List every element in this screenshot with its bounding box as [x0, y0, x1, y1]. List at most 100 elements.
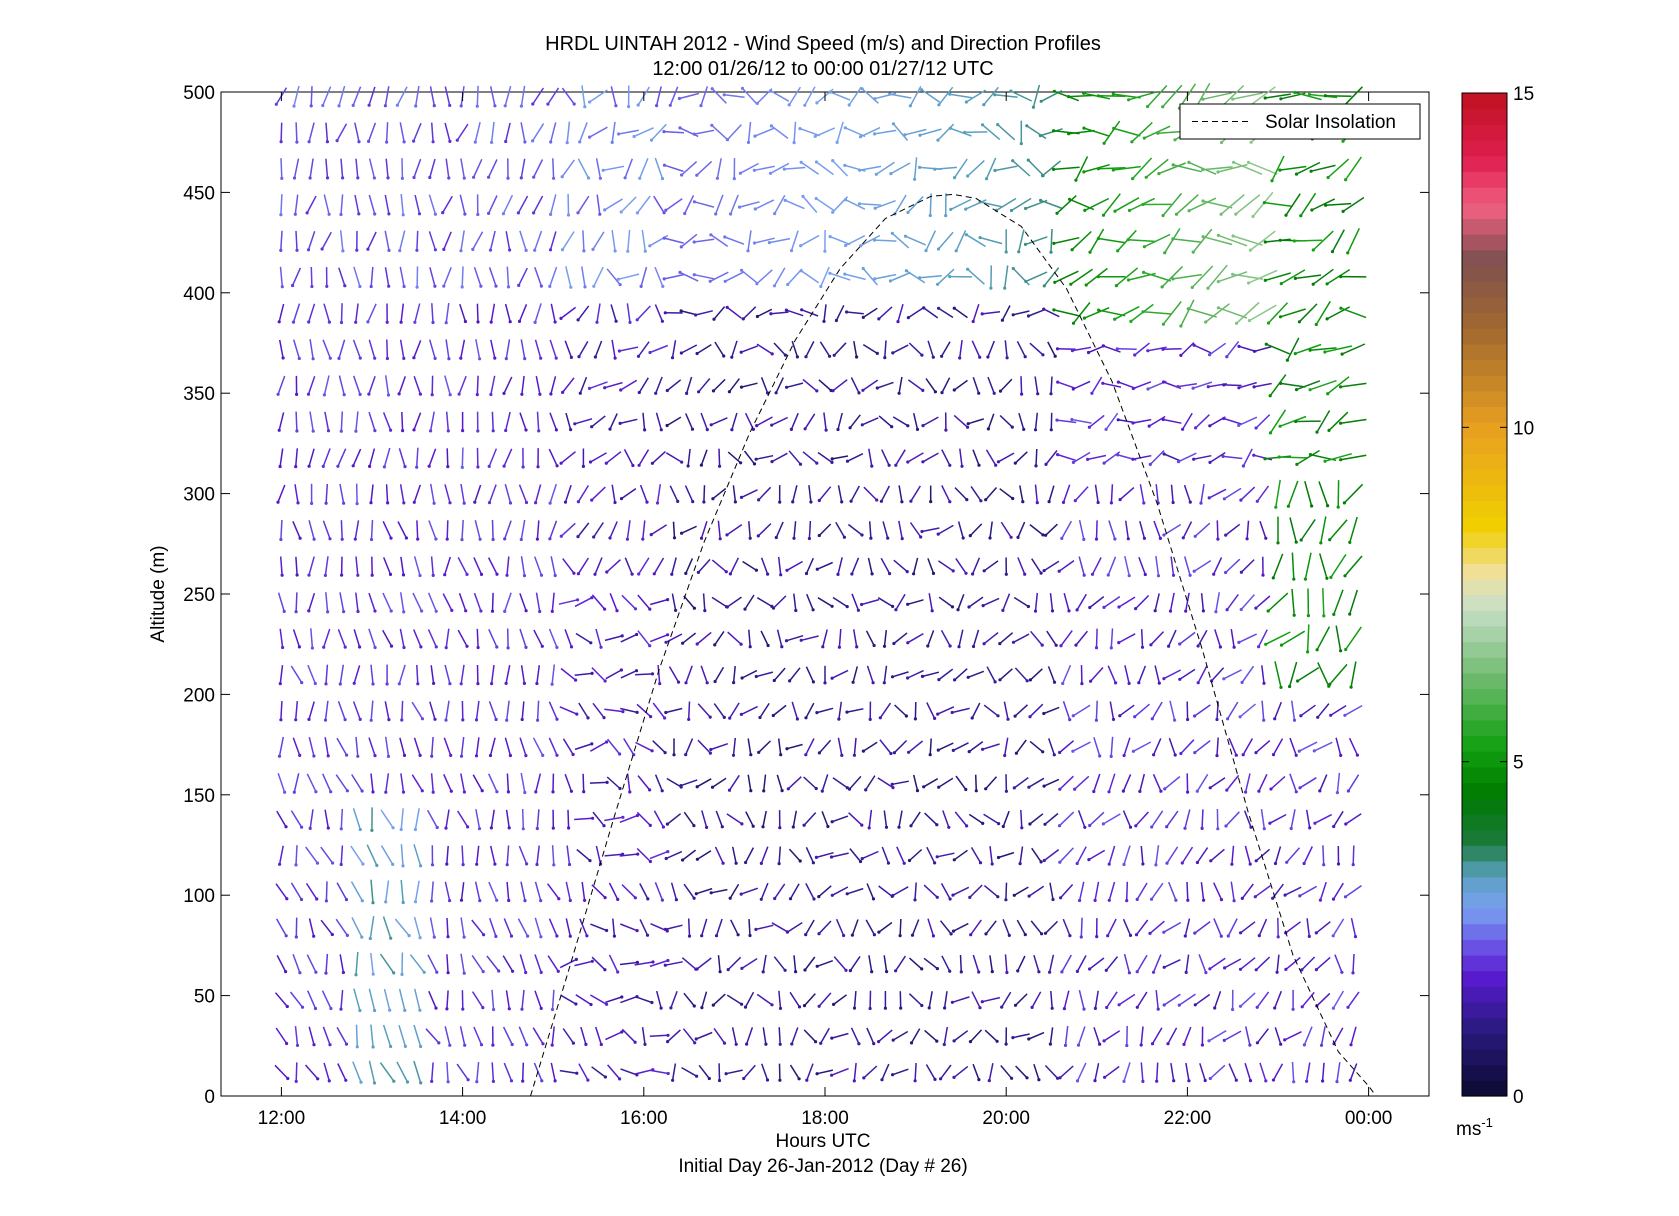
wind-arrow-head — [463, 212, 467, 216]
wind-arrow-head — [694, 1037, 698, 1041]
wind-arrow — [519, 519, 526, 542]
wind-arrow-head — [339, 212, 343, 217]
wind-arrow-head — [487, 211, 491, 215]
wind-arrow-head — [1174, 898, 1178, 902]
wind-arrow-head — [448, 501, 452, 505]
wind-arrow — [444, 86, 452, 107]
wind-arrow-shaft — [762, 774, 767, 791]
wind-arrow-shaft — [473, 592, 482, 612]
wind-arrow — [649, 524, 667, 537]
wind-arrow-shaft — [295, 1062, 298, 1082]
wind-arrow-shaft — [603, 165, 625, 172]
wind-arrow-head — [804, 571, 809, 576]
wind-arrow-head — [385, 682, 389, 686]
wind-arrow — [696, 558, 711, 575]
wind-arrow — [475, 1062, 480, 1084]
wind-arrow — [487, 195, 498, 215]
wind-arrow — [427, 448, 437, 468]
wind-arrow-head — [1079, 935, 1083, 939]
wind-arrow-head — [845, 710, 849, 714]
wind-arrow-shaft — [755, 924, 774, 931]
wind-arrow-head — [1141, 310, 1145, 314]
wind-arrow-head — [1084, 283, 1088, 287]
wind-arrow-head — [474, 718, 479, 722]
wind-arrow-shaft — [490, 809, 495, 829]
wind-arrow-shaft — [636, 703, 652, 718]
wind-arrow-head — [1156, 574, 1161, 578]
wind-arrow-shaft — [520, 122, 526, 143]
wind-arrow-head — [299, 897, 304, 902]
wind-arrow-head — [845, 605, 849, 609]
wind-arrow-head — [368, 936, 372, 941]
wind-arrow-head — [538, 609, 542, 614]
wind-arrow-head — [705, 681, 709, 685]
wind-arrow-head — [718, 970, 722, 974]
wind-arrow-head — [433, 212, 437, 216]
wind-arrow-shaft — [352, 339, 362, 359]
wind-arrow — [550, 303, 557, 324]
wind-arrow-shaft — [671, 340, 677, 358]
wind-arrow-head — [501, 212, 505, 216]
wind-arrow — [320, 231, 332, 251]
wind-arrow-head — [828, 354, 832, 358]
wind-arrow — [306, 375, 316, 396]
wind-arrow-head — [1022, 427, 1026, 431]
wind-arrow — [700, 412, 709, 432]
wind-arrow-shaft — [310, 266, 313, 287]
wind-arrow-shaft — [325, 664, 329, 684]
wind-arrow-head — [481, 1006, 485, 1010]
wind-arrow-head — [626, 249, 630, 253]
wind-arrow-head — [888, 92, 892, 96]
wind-arrow-head — [804, 753, 808, 757]
wind-arrow — [562, 1028, 576, 1045]
wind-arrow-head — [344, 898, 349, 902]
wind-arrow-shaft — [650, 524, 667, 536]
wind-arrow-shaft — [623, 449, 634, 466]
wind-arrow-head — [358, 645, 362, 649]
wind-arrow — [416, 664, 420, 686]
wind-arrow-head — [920, 88, 924, 92]
wind-arrow — [534, 339, 543, 360]
wind-arrow — [654, 266, 665, 288]
wind-arrow-head — [1088, 967, 1092, 971]
wind-arrow-head — [541, 753, 545, 758]
wind-arrow-shaft — [713, 1027, 726, 1044]
wind-arrow-head — [316, 1077, 320, 1081]
wind-arrow — [322, 520, 332, 541]
wind-arrow — [430, 1062, 434, 1083]
wind-arrow — [307, 592, 316, 613]
wind-arrow-shaft — [325, 592, 329, 612]
wind-arrow-shaft — [429, 701, 436, 720]
wind-arrow — [339, 230, 345, 253]
wind-arrow-shaft — [657, 665, 661, 684]
wind-arrow — [635, 195, 651, 215]
wind-arrow-head — [964, 787, 968, 792]
wind-arrow-head — [798, 462, 803, 466]
wind-arrow — [446, 917, 450, 939]
wind-arrow — [561, 377, 575, 394]
wind-arrow-head — [1035, 501, 1039, 505]
wind-arrow-shaft — [696, 343, 712, 355]
wind-arrow-head — [434, 645, 438, 649]
wind-arrow-head — [491, 429, 495, 433]
wind-arrow-head — [403, 1044, 407, 1048]
wind-arrow-shaft — [382, 412, 392, 431]
wind-arrow-shaft — [562, 558, 575, 574]
wind-arrow — [605, 995, 624, 1004]
wind-arrow-head — [328, 537, 332, 541]
wind-arrow-shaft — [637, 775, 651, 791]
wind-arrow-head — [860, 423, 864, 427]
wind-arrow-shaft — [596, 194, 601, 215]
wind-arrow-head — [505, 573, 509, 577]
wind-arrow — [668, 86, 679, 107]
wind-arrow-head — [920, 529, 924, 534]
wind-arrow-shaft — [620, 670, 637, 679]
wind-arrow-head — [666, 958, 670, 963]
wind-arrow-shaft — [574, 817, 593, 821]
wind-arrow-head — [889, 751, 893, 756]
wind-arrow-head — [315, 861, 320, 865]
wind-arrow-head — [602, 716, 606, 720]
wind-arrow-head — [388, 572, 393, 577]
wind-arrow-shaft — [280, 230, 283, 251]
wind-arrow-head — [505, 863, 509, 867]
